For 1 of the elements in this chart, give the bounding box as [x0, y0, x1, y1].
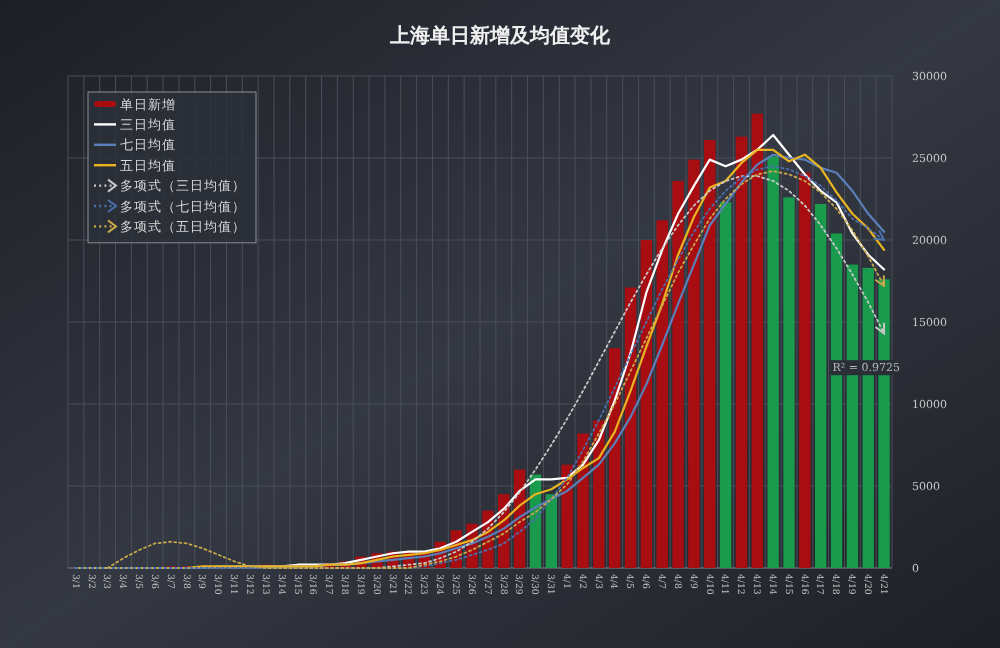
- chart-title: 上海单日新增及均值变化: [388, 24, 612, 48]
